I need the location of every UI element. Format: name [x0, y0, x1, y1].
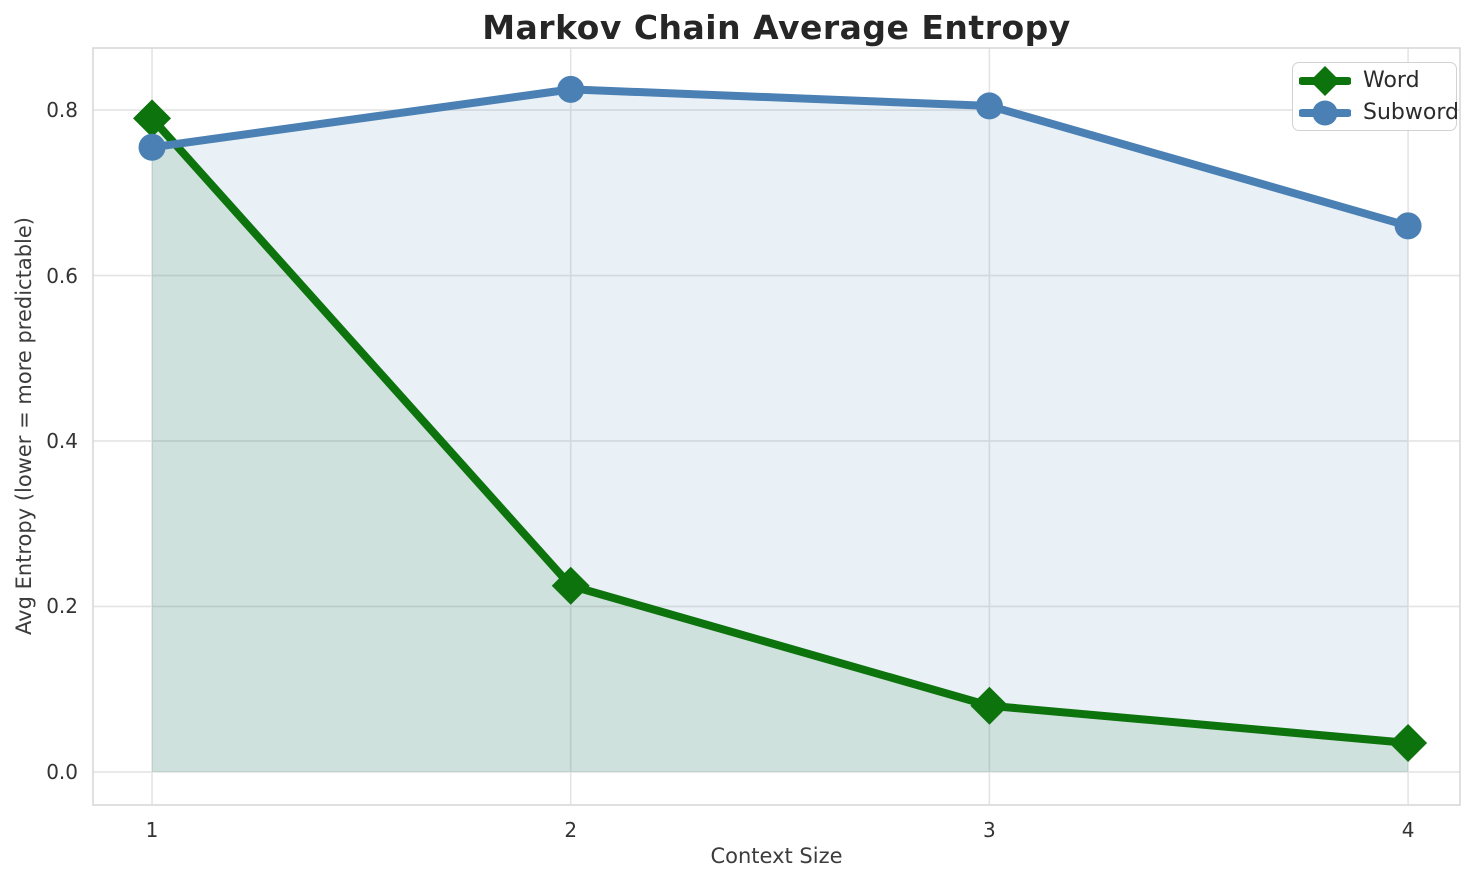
y-axis-label: Avg Entropy (lower = more predictable) — [12, 217, 36, 635]
x-tick-label: 4 — [1401, 818, 1415, 842]
x-tick-label: 3 — [983, 818, 996, 842]
word-line — [148, 114, 1413, 747]
legend-label-word: Word — [1363, 68, 1420, 93]
y-tick-label: 0.0 — [46, 759, 78, 784]
chart-title: Markov Chain Average Entropy — [482, 8, 1071, 47]
legend-item-subword: Subword — [1299, 97, 1459, 129]
subword-data-point — [557, 75, 585, 103]
word-data-point — [133, 99, 172, 138]
y-tick-label: 0.8 — [46, 98, 78, 123]
word-data-point — [1389, 723, 1428, 762]
word-area-fill — [152, 118, 1409, 772]
x-tick-label: 1 — [145, 818, 159, 842]
subword-circle-marker-icon — [1299, 100, 1351, 125]
legend: Word Subword — [1292, 62, 1459, 131]
subword-data-point — [138, 133, 166, 161]
word-data-point — [551, 566, 590, 605]
y-tick-label: 0.4 — [46, 428, 78, 453]
subword-line — [148, 85, 1413, 230]
subword-data-point — [975, 92, 1003, 120]
legend-item-word: Word — [1299, 65, 1446, 97]
subword-data-point — [1394, 212, 1422, 240]
subword-area-fill — [152, 89, 1409, 772]
legend-label-subword: Subword — [1363, 100, 1459, 125]
word-data-point — [970, 686, 1009, 725]
y-tick-label: 0.2 — [46, 594, 78, 619]
x-tick-label: 2 — [564, 818, 578, 842]
plot-border — [92, 47, 1461, 806]
y-tick-label: 0.6 — [46, 263, 78, 288]
word-diamond-marker-icon — [1299, 65, 1351, 96]
x-axis-label: Context Size — [710, 844, 843, 868]
